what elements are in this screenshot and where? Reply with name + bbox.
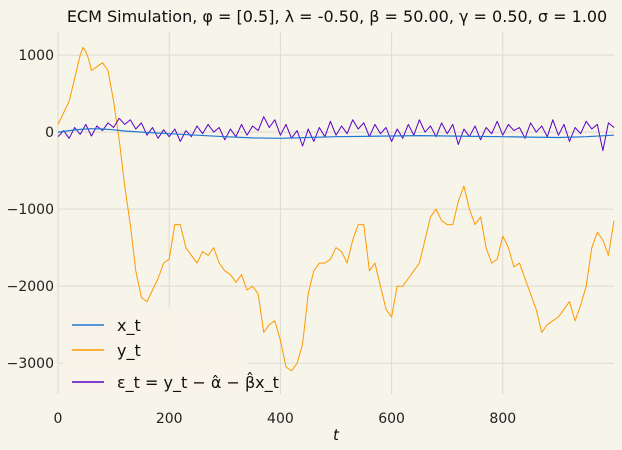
legend-label-eps: ε_t = y_t − α̂ − β̂x_t (117, 372, 279, 393)
x-tick-label: 0 (54, 411, 63, 427)
legend: x_t y_t ε_t = y_t − α̂ − β̂x_t (63, 308, 279, 396)
x-tick-label: 800 (489, 411, 516, 427)
series-line-xt (57, 128, 615, 139)
series-line-yt (57, 46, 615, 372)
series-line-epsilon (57, 116, 615, 152)
y-tick-label: 1000 (18, 48, 54, 64)
x-tick-label: 400 (267, 411, 294, 427)
y-tick-label: 0 (45, 125, 54, 141)
x-axis-label: t (333, 426, 340, 444)
x-tick-label: 600 (378, 411, 405, 427)
y-tick-label: −3000 (7, 356, 54, 372)
legend-label-yt: y_t (117, 341, 141, 361)
legend-label-xt: x_t (117, 316, 141, 336)
y-tick-label: −2000 (7, 279, 54, 295)
x-tick-label: 200 (156, 411, 183, 427)
tick-labels: 0 200 400 600 800 1000 0 −1000 −2000 −3000 (7, 48, 517, 427)
chart-title: ECM Simulation, φ = [0.5], λ = -0.50, β … (67, 7, 607, 26)
series-layer (57, 46, 615, 372)
y-tick-label: −1000 (7, 202, 54, 218)
